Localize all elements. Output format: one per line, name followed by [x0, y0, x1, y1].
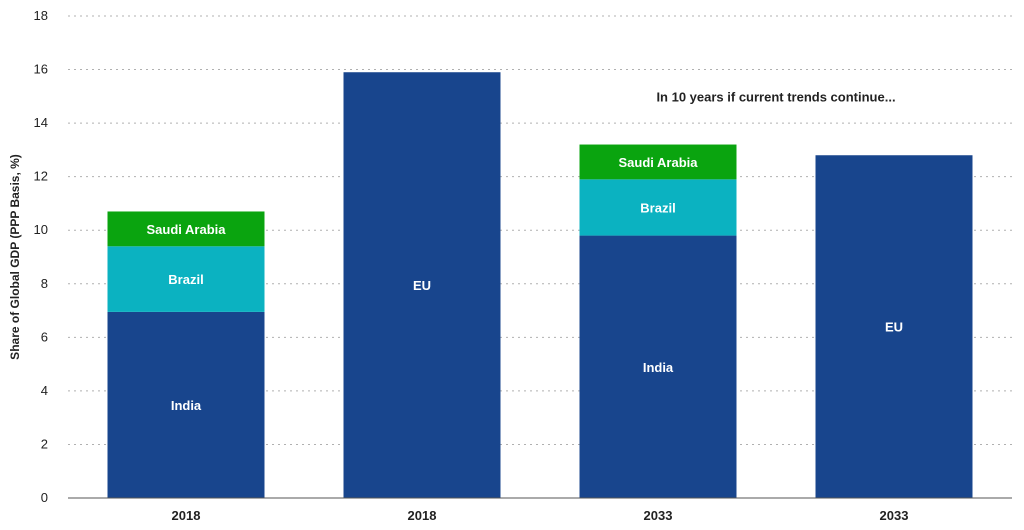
segment-label-saudi-arabia: Saudi Arabia [619, 155, 699, 170]
bar-segment-brazil [107, 246, 265, 312]
bars [107, 72, 973, 499]
bar-segment-india [579, 235, 737, 499]
x-axis-ticks: 2018 2018 2033 2033 [172, 508, 909, 523]
y-tick-label: 16 [34, 62, 48, 77]
bar-segment-eu [815, 155, 973, 498]
x-tick-label: 2018 [408, 508, 437, 523]
bar-segment-brazil [579, 179, 737, 236]
y-tick-label: 2 [41, 436, 48, 451]
y-axis-title: Share of Global GDP (PPP Basis, %) [8, 154, 22, 360]
segment-label-brazil: Brazil [640, 200, 675, 215]
bar-segment-eu [343, 72, 501, 498]
y-tick-label: 14 [34, 115, 48, 130]
segment-label-india: India [171, 398, 202, 413]
x-tick-label: 2033 [880, 508, 909, 523]
y-tick-label: 4 [41, 383, 48, 398]
bar-segment-saudi-arabia [579, 144, 737, 180]
segment-label-saudi-arabia: Saudi Arabia [147, 222, 227, 237]
y-tick-label: 8 [41, 276, 48, 291]
segment-labels: India Brazil Saudi Arabia EU India Brazil Saud… [147, 155, 904, 413]
segment-label-eu: EU [885, 320, 903, 335]
segment-label-eu: EU [413, 278, 431, 293]
y-tick-label: 18 [34, 8, 48, 23]
chart-annotation: In 10 years if current trends continue..… [656, 89, 895, 104]
x-tick-label: 2018 [172, 508, 201, 523]
y-axis-ticks: 0 2 4 6 8 10 12 14 16 18 [34, 8, 48, 505]
y-tick-label: 6 [41, 329, 48, 344]
bar-segment-saudi-arabia [107, 211, 265, 247]
segment-label-india: India [643, 360, 674, 375]
y-tick-label: 10 [34, 222, 48, 237]
x-tick-label: 2033 [644, 508, 673, 523]
y-tick-label: 12 [34, 169, 48, 184]
segment-label-brazil: Brazil [168, 272, 203, 287]
bar-segment-india [107, 311, 265, 498]
y-tick-label: 0 [41, 490, 48, 505]
